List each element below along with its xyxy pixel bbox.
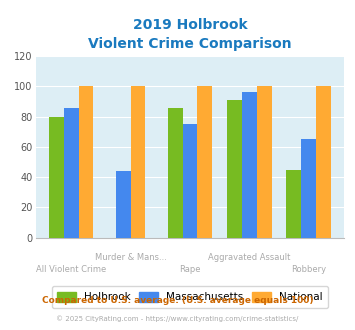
Bar <box>242 92 257 238</box>
Bar <box>227 100 242 238</box>
Text: Compared to U.S. average. (U.S. average equals 100): Compared to U.S. average. (U.S. average … <box>42 296 313 305</box>
Bar <box>301 139 316 238</box>
Bar <box>78 86 93 238</box>
Bar <box>131 86 146 238</box>
Bar <box>64 108 78 238</box>
Bar <box>286 170 301 238</box>
Bar <box>197 86 212 238</box>
Bar <box>116 171 131 238</box>
Bar <box>316 86 331 238</box>
Bar <box>168 108 182 238</box>
Text: Robbery: Robbery <box>291 265 326 274</box>
Text: Aggravated Assault: Aggravated Assault <box>208 253 290 262</box>
Title: 2019 Holbrook
Violent Crime Comparison: 2019 Holbrook Violent Crime Comparison <box>88 18 292 51</box>
Text: All Violent Crime: All Violent Crime <box>36 265 106 274</box>
Text: © 2025 CityRating.com - https://www.cityrating.com/crime-statistics/: © 2025 CityRating.com - https://www.city… <box>56 315 299 322</box>
Text: Rape: Rape <box>179 265 201 274</box>
Bar <box>49 116 64 238</box>
Bar <box>182 124 197 238</box>
Bar <box>257 86 272 238</box>
Text: Murder & Mans...: Murder & Mans... <box>94 253 166 262</box>
Legend: Holbrook, Massachusetts, National: Holbrook, Massachusetts, National <box>52 286 328 308</box>
